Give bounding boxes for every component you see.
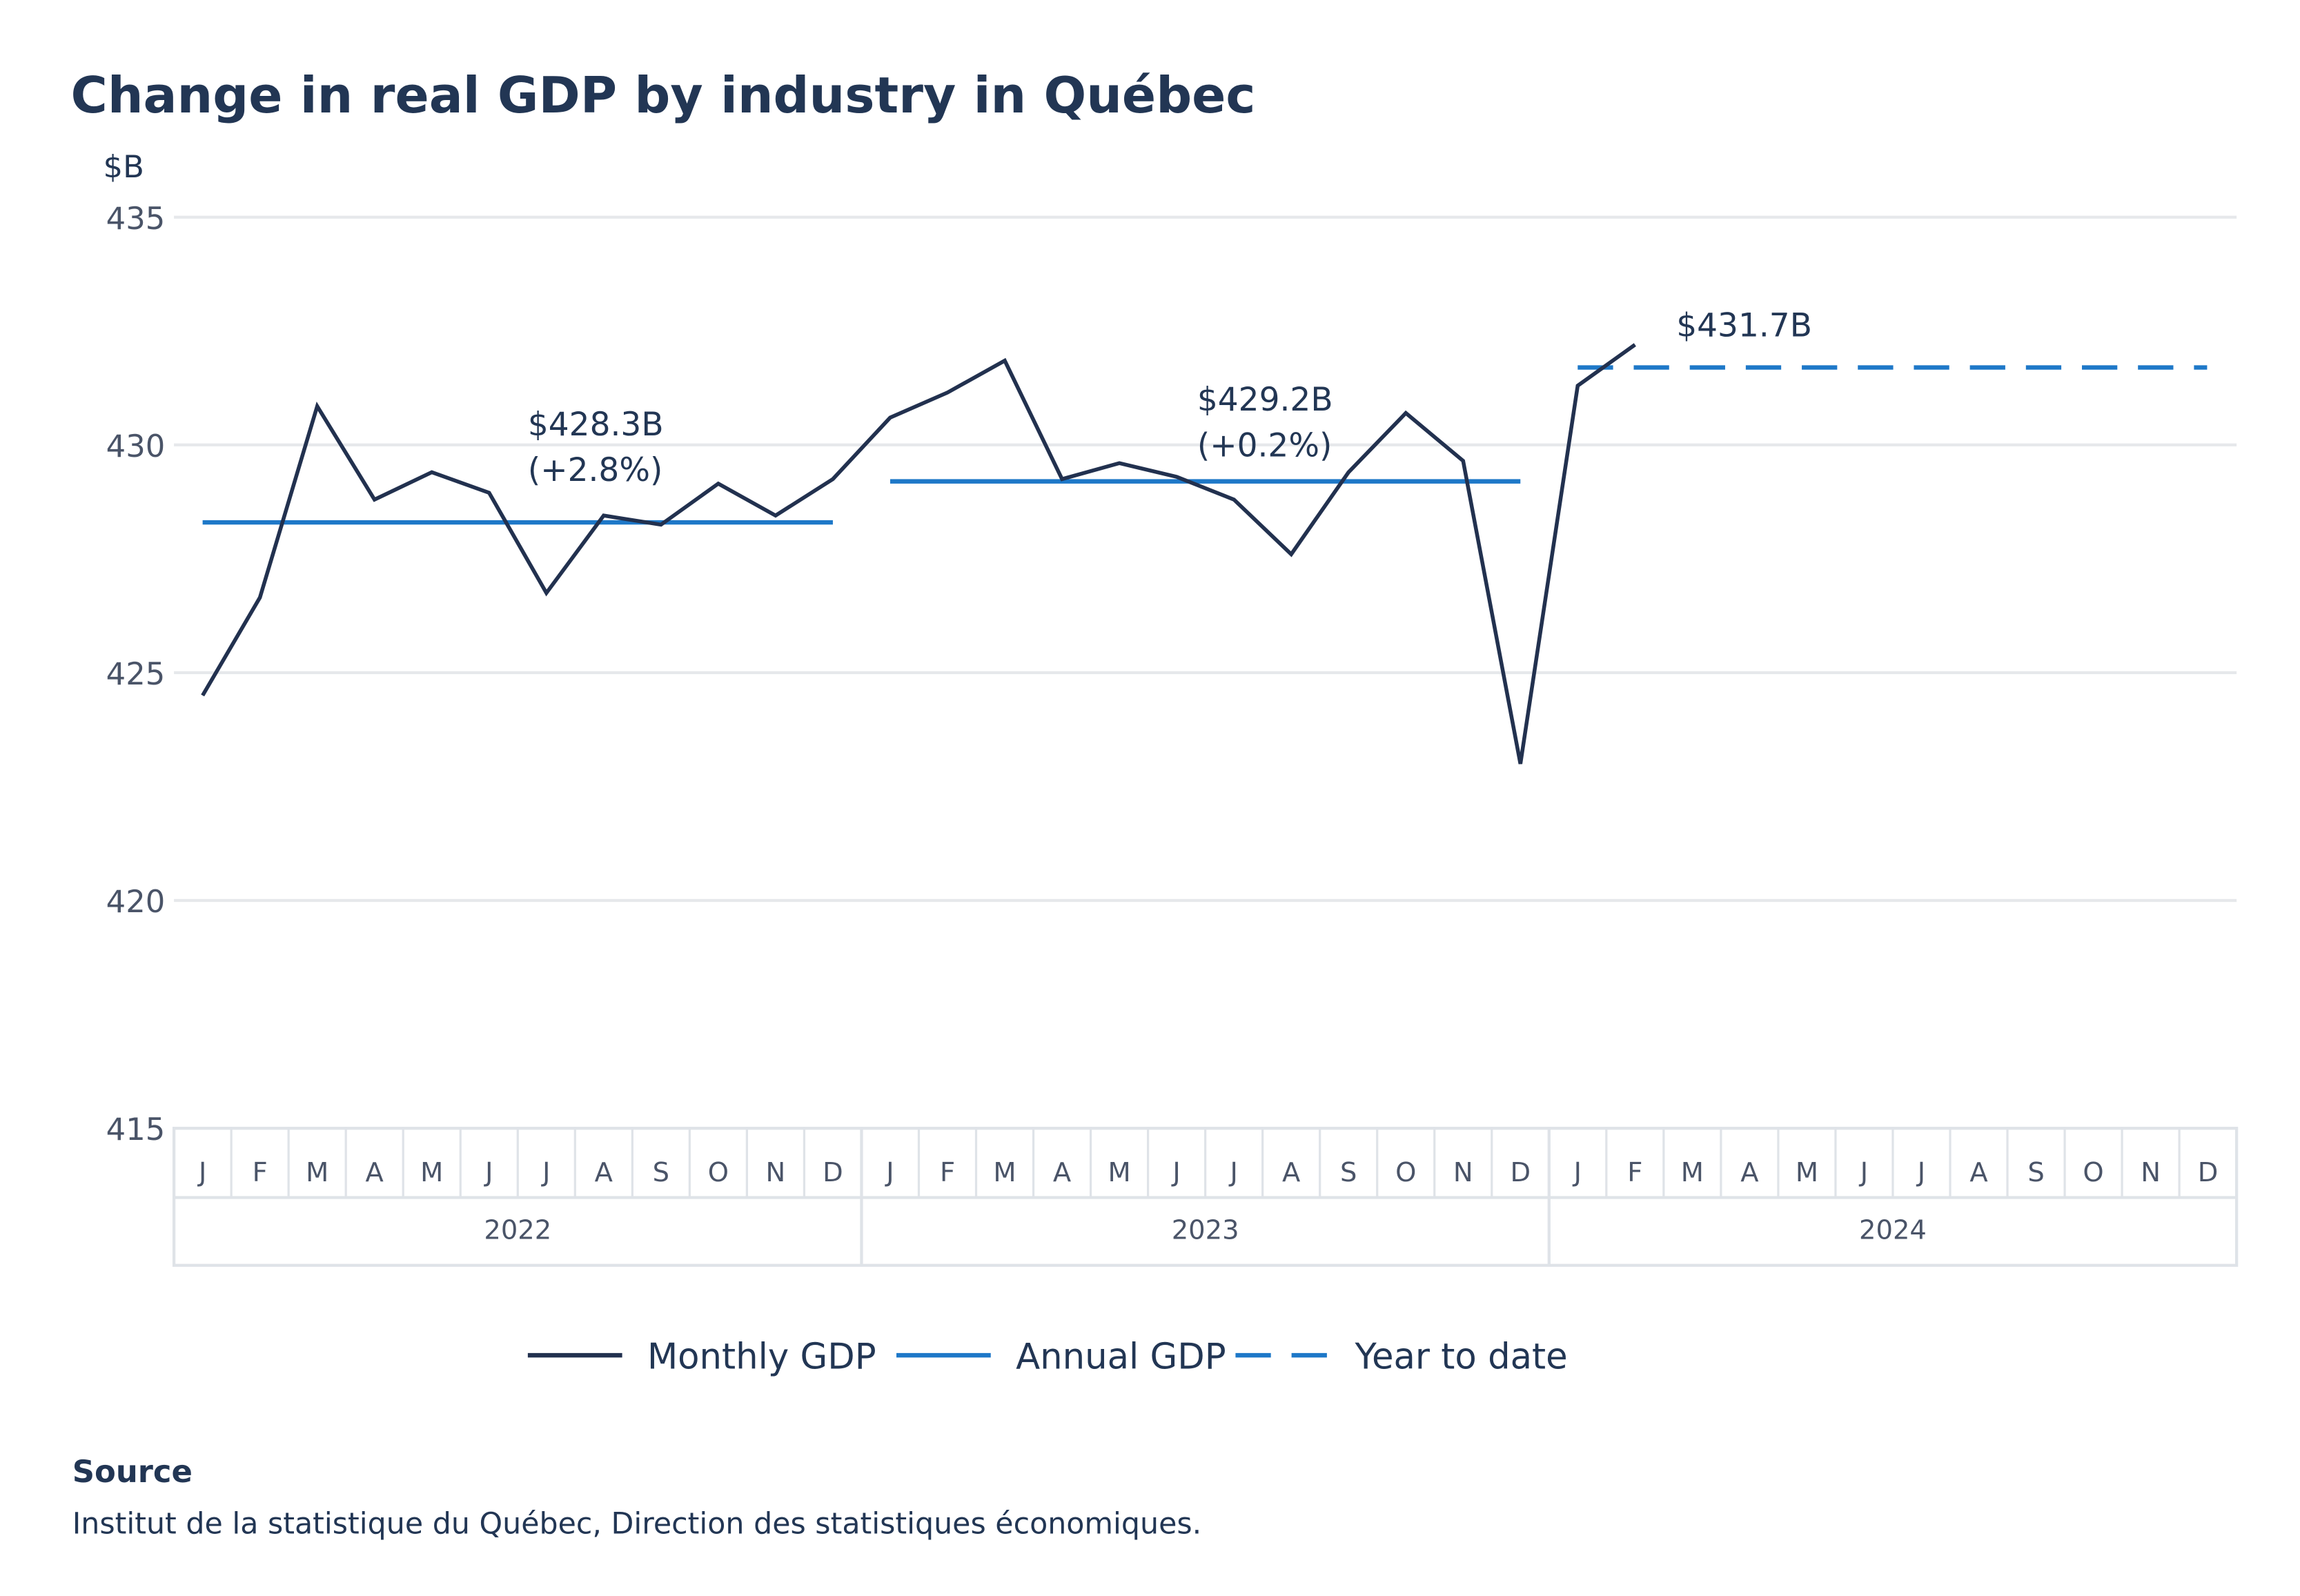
y-tick-label: 415 xyxy=(106,1111,166,1147)
month-tick-label: J xyxy=(484,1157,493,1188)
y-tick-label: 430 xyxy=(106,428,166,464)
month-tick-label: F xyxy=(1627,1157,1642,1188)
month-tick-label: J xyxy=(197,1157,206,1188)
month-tick-label: D xyxy=(823,1157,843,1188)
month-tick-label: F xyxy=(940,1157,955,1188)
month-tick-label: M xyxy=(420,1157,443,1188)
y-tick-label: 420 xyxy=(106,883,166,920)
month-tick-label: N xyxy=(2141,1157,2161,1188)
y-axis-unit: $B xyxy=(104,148,144,185)
annotation-label: (+0.2%) xyxy=(1197,426,1332,464)
month-tick-label: A xyxy=(1969,1157,1987,1188)
legend-label: Annual GDP xyxy=(1016,1336,1226,1377)
month-tick-label: S xyxy=(2027,1157,2044,1188)
annotation-label: $428.3B xyxy=(528,406,664,444)
month-tick-label: J xyxy=(1859,1157,1868,1188)
month-tick-label: A xyxy=(1282,1157,1300,1188)
month-tick-label: J xyxy=(1916,1157,1925,1188)
year-tick-label: 2022 xyxy=(484,1214,551,1245)
month-tick-label: J xyxy=(1228,1157,1237,1188)
month-tick-label: A xyxy=(1053,1157,1071,1188)
legend-label: Monthly GDP xyxy=(647,1336,876,1377)
month-tick-label: J xyxy=(541,1157,550,1188)
month-tick-label: M xyxy=(1108,1157,1130,1188)
month-tick-label: S xyxy=(653,1157,669,1188)
month-tick-label: M xyxy=(1681,1157,1704,1188)
monthly-gdp-line xyxy=(201,343,1636,765)
legend: Monthly GDP Annual GDP Year to date xyxy=(527,1336,1568,1377)
series-lines xyxy=(201,343,2208,765)
month-tick-label: A xyxy=(595,1157,613,1188)
month-tick-label: M xyxy=(1796,1157,1818,1188)
x-axis: J F M A M J J A S O N D J F M A M J J A S O N D J F M A M J J A S O N D 2022… xyxy=(172,1126,2239,1267)
month-tick-label: D xyxy=(2198,1157,2219,1188)
month-tick-label: D xyxy=(1510,1157,1531,1188)
annotation-label: $429.2B xyxy=(1197,381,1333,419)
annotation-label: $431.7B xyxy=(1676,307,1812,345)
month-tick-label: M xyxy=(306,1157,328,1188)
month-tick-label: J xyxy=(885,1157,894,1188)
grid: 415 420 425 430 435 xyxy=(106,200,2237,1147)
month-tick-label: F xyxy=(253,1157,268,1188)
month-tick-label: A xyxy=(1740,1157,1758,1188)
source-text: Institut de la statistique du Québec, Di… xyxy=(72,1507,1202,1541)
source-heading: Source xyxy=(72,1453,193,1490)
month-tick-label: O xyxy=(1395,1157,1416,1188)
month-tick-label: A xyxy=(366,1157,384,1188)
chart-title: Change in real GDP by industry in Québec xyxy=(71,67,1256,125)
month-tick-label: J xyxy=(1171,1157,1180,1188)
annotations: $428.3B (+2.8%) $429.2B (+0.2%) $431.7B xyxy=(528,307,1812,490)
month-tick-label: O xyxy=(708,1157,729,1188)
month-tick-label: N xyxy=(1453,1157,1473,1188)
annotation-label: (+2.8%) xyxy=(528,451,662,489)
month-tick-label: N xyxy=(766,1157,786,1188)
y-tick-label: 435 xyxy=(106,200,166,237)
month-tick-label: J xyxy=(1573,1157,1582,1188)
month-tick-label: S xyxy=(1340,1157,1357,1188)
month-tick-label: O xyxy=(2083,1157,2103,1188)
legend-label: Year to date xyxy=(1354,1336,1567,1377)
year-tick-label: 2023 xyxy=(1172,1214,1239,1245)
y-tick-label: 425 xyxy=(106,656,166,692)
year-tick-label: 2024 xyxy=(1859,1214,1927,1245)
month-tick-label: M xyxy=(993,1157,1016,1188)
